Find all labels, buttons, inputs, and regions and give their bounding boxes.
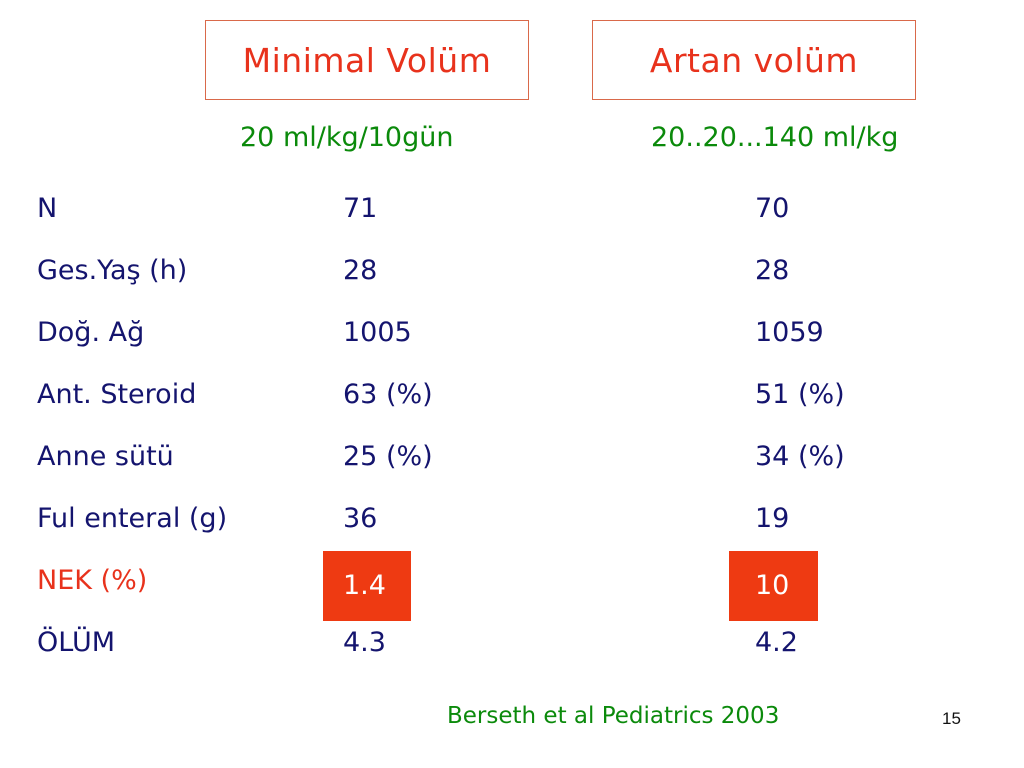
header-increasing-volume-label: Artan volüm bbox=[649, 40, 859, 80]
row-value-minimal-highlighted: 1.4 bbox=[323, 551, 411, 621]
row-label: Ful enteral (g) bbox=[37, 503, 228, 534]
row-value-increasing-highlighted: 10 bbox=[729, 551, 818, 621]
row-value-minimal: 63 (%) bbox=[343, 379, 433, 410]
row-value-increasing: 70 bbox=[755, 193, 790, 224]
citation: Berseth et al Pediatrics 2003 bbox=[447, 703, 780, 729]
row-value-minimal: 25 (%) bbox=[343, 441, 433, 472]
row-value-increasing: 1059 bbox=[755, 317, 824, 348]
dose-minimal-volume: 20 ml/kg/10gün bbox=[240, 122, 454, 153]
row-value-minimal: 28 bbox=[343, 255, 378, 286]
row-label: Ant. Steroid bbox=[37, 379, 197, 410]
dose-increasing-volume: 20..20...140 ml/kg bbox=[651, 122, 899, 153]
table-row-full-enteral: Ful enteral (g) 36 19 bbox=[0, 503, 1024, 565]
page-number: 15 bbox=[942, 709, 961, 728]
row-value-minimal: 1005 bbox=[343, 317, 412, 348]
row-value-increasing: 4.2 bbox=[755, 627, 798, 658]
row-label: Anne sütü bbox=[37, 441, 174, 472]
row-value-minimal: 36 bbox=[343, 503, 378, 534]
header-increasing-volume: Artan volüm bbox=[592, 20, 916, 100]
header-minimal-volume: Minimal Volüm bbox=[205, 20, 529, 100]
table-row-antenatal-steroid: Ant. Steroid 63 (%) 51 (%) bbox=[0, 379, 1024, 441]
row-label: N bbox=[37, 193, 58, 224]
row-value-increasing: 19 bbox=[755, 503, 790, 534]
header-minimal-volume-label: Minimal Volüm bbox=[242, 40, 492, 80]
table-row-birth-weight: Doğ. Ağ 1005 1059 bbox=[0, 317, 1024, 379]
table-row-gestational-age: Ges.Yaş (h) 28 28 bbox=[0, 255, 1024, 317]
table-row-breast-milk: Anne sütü 25 (%) 34 (%) bbox=[0, 441, 1024, 503]
table-row-n: N 71 70 bbox=[0, 193, 1024, 255]
table-row-mortality: ÖLÜM 4.3 4.2 bbox=[0, 627, 1024, 689]
table-row-nec: NEK (%) 1.4 10 bbox=[0, 551, 1024, 627]
row-label: Doğ. Ağ bbox=[37, 317, 145, 348]
row-value-minimal: 4.3 bbox=[343, 627, 386, 658]
row-label: Ges.Yaş (h) bbox=[37, 255, 188, 286]
row-value-increasing: 28 bbox=[755, 255, 790, 286]
row-value-minimal: 71 bbox=[343, 193, 378, 224]
row-label: NEK (%) bbox=[37, 565, 148, 596]
row-value-increasing: 51 (%) bbox=[755, 379, 845, 410]
row-label: ÖLÜM bbox=[37, 627, 116, 658]
row-value-increasing: 34 (%) bbox=[755, 441, 845, 472]
